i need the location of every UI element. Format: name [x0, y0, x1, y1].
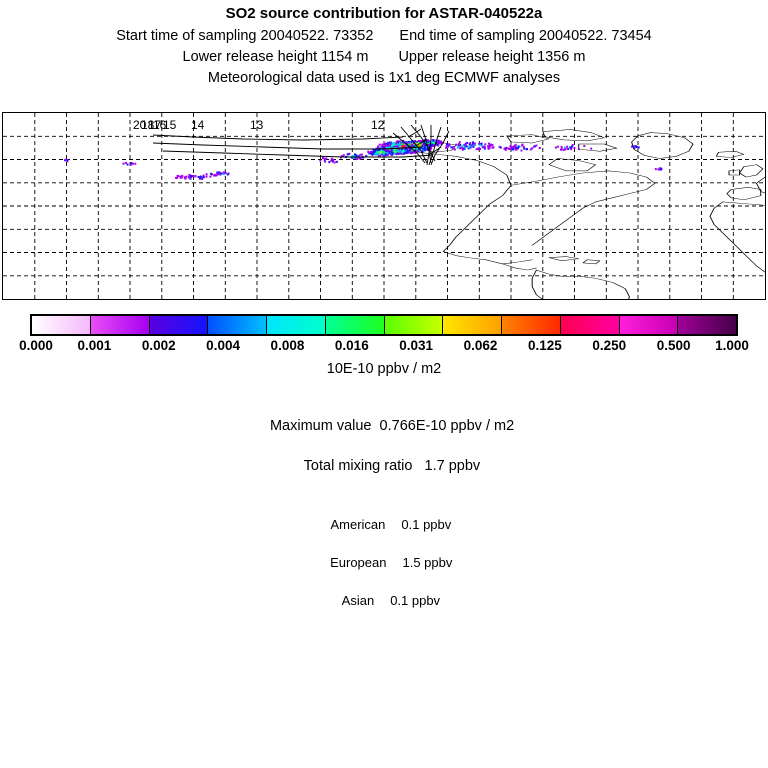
- sampling-time-row: Start time of sampling 20040522. 73352 E…: [0, 26, 768, 47]
- colorbar-tick-5: 0.016: [334, 338, 369, 353]
- end-time-value: 20040522. 73454: [538, 28, 652, 44]
- colorbar-segment-2: [149, 316, 209, 334]
- trajectory-lines: [152, 124, 450, 166]
- source-value-european: 1.5 ppbv: [402, 555, 453, 570]
- colorbar-segment-11: [678, 316, 736, 334]
- colorbar-block: 0.000 0.001 0.002 0.004 0.008 0.016 0.031 0.062…: [0, 314, 768, 378]
- end-time-label: End time of sampling: [399, 28, 535, 44]
- release-height-row: Lower release height 1154 m Upper releas…: [0, 47, 768, 68]
- colorbar-tick-3: 0.004: [206, 338, 240, 353]
- lower-release-value: 1154 m: [321, 49, 369, 65]
- max-and-total-row: Maximum value 0.766E-10 ppbv / m2 Total …: [0, 396, 768, 496]
- colorbar-tick-6: 0.031: [399, 338, 434, 353]
- map-panel[interactable]: 20 18 17 16 15 14 13 12: [2, 112, 766, 300]
- map-canvas: 20 18 17 16 15 14 13 12: [3, 113, 765, 299]
- colorbar-tick-8: 0.125: [528, 338, 562, 353]
- colorbar-tick-labels: 0.000 0.001 0.002 0.004 0.008 0.016 0.031 0.062…: [0, 338, 768, 356]
- total-mixing-ratio-value: 1.7 ppbv: [424, 458, 481, 474]
- source-name-american: American: [330, 517, 386, 532]
- colorbar-tick-11: 1.000: [715, 338, 749, 353]
- colorbar-tick-1: 0.001: [77, 338, 112, 353]
- colorbar-segment-1: [90, 316, 150, 334]
- trajectory-hour-label-2: 17: [148, 118, 162, 132]
- lower-release-label: Lower release height: [182, 49, 318, 65]
- colorbar-segment-5: [325, 316, 385, 334]
- trajectory-hour-label-7: 12: [371, 118, 385, 132]
- upper-release-value: 1356 m: [537, 49, 586, 65]
- start-time-value: 20040522. 73352: [260, 28, 374, 44]
- source-breakdown-row: American 0.1 ppbv European 1.5 ppbv Asian 0…: [0, 496, 768, 629]
- colorbar-segment-8: [502, 316, 561, 334]
- met-data-row: Meteorological data used is 1x1 deg ECMW…: [0, 68, 768, 89]
- colorbar-tick-10: 0.500: [656, 338, 691, 353]
- colorbar-segment-4: [267, 316, 326, 334]
- met-data-text: Meteorological data used is 1x1 deg ECMW…: [207, 70, 561, 86]
- colorbar-segment-10: [619, 316, 679, 334]
- source-value-asian: 0.1 ppbv: [390, 593, 441, 608]
- trajectory-hour-label-4: 15: [163, 118, 177, 132]
- statistics-block: Maximum value 0.766E-10 ppbv / m2 Total …: [0, 396, 768, 629]
- colorbar-tick-4: 0.008: [270, 338, 305, 353]
- trajectory-hour-label-1: 18: [141, 118, 155, 132]
- source-name-asian: Asian: [341, 593, 375, 608]
- trajectory-hour-label-3: 16: [153, 118, 167, 132]
- source-name-european: European: [330, 555, 387, 570]
- start-time-label: Start time of sampling: [116, 28, 257, 44]
- colorbar-segment-3: [208, 316, 267, 334]
- trajectory-hour-label-6: 13: [250, 118, 264, 132]
- colorbar-tick-2: 0.002: [141, 338, 176, 353]
- source-value-american: 0.1 ppbv: [401, 517, 452, 532]
- trajectory-hour-label-5: 14: [191, 118, 205, 132]
- total-mixing-ratio-label: Total mixing ratio: [303, 458, 413, 474]
- maximum-value: 0.766E-10 ppbv / m2: [379, 418, 515, 434]
- maximum-value-label: Maximum value: [269, 418, 372, 434]
- colorbar-segment-0: [32, 316, 91, 334]
- colorbar-tick-0: 0.000: [19, 338, 53, 353]
- colorbar[interactable]: [30, 314, 738, 336]
- colorbar-segment-6: [384, 316, 444, 334]
- coastline-overlay: [400, 129, 765, 299]
- colorbar-segment-9: [560, 316, 620, 334]
- colorbar-segment-7: [443, 316, 502, 334]
- header-block: SO2 source contribution for ASTAR-040522…: [0, 0, 768, 89]
- upper-release-label: Upper release height: [398, 49, 534, 65]
- colorbar-tick-9: 0.250: [592, 338, 627, 353]
- colorbar-unit-label: 10E-10 ppbv / m2: [326, 361, 442, 377]
- trajectory-hour-label-0: 20: [133, 118, 147, 132]
- page-title: SO2 source contribution for ASTAR-040522…: [225, 5, 543, 22]
- colorbar-tick-7: 0.062: [463, 338, 498, 353]
